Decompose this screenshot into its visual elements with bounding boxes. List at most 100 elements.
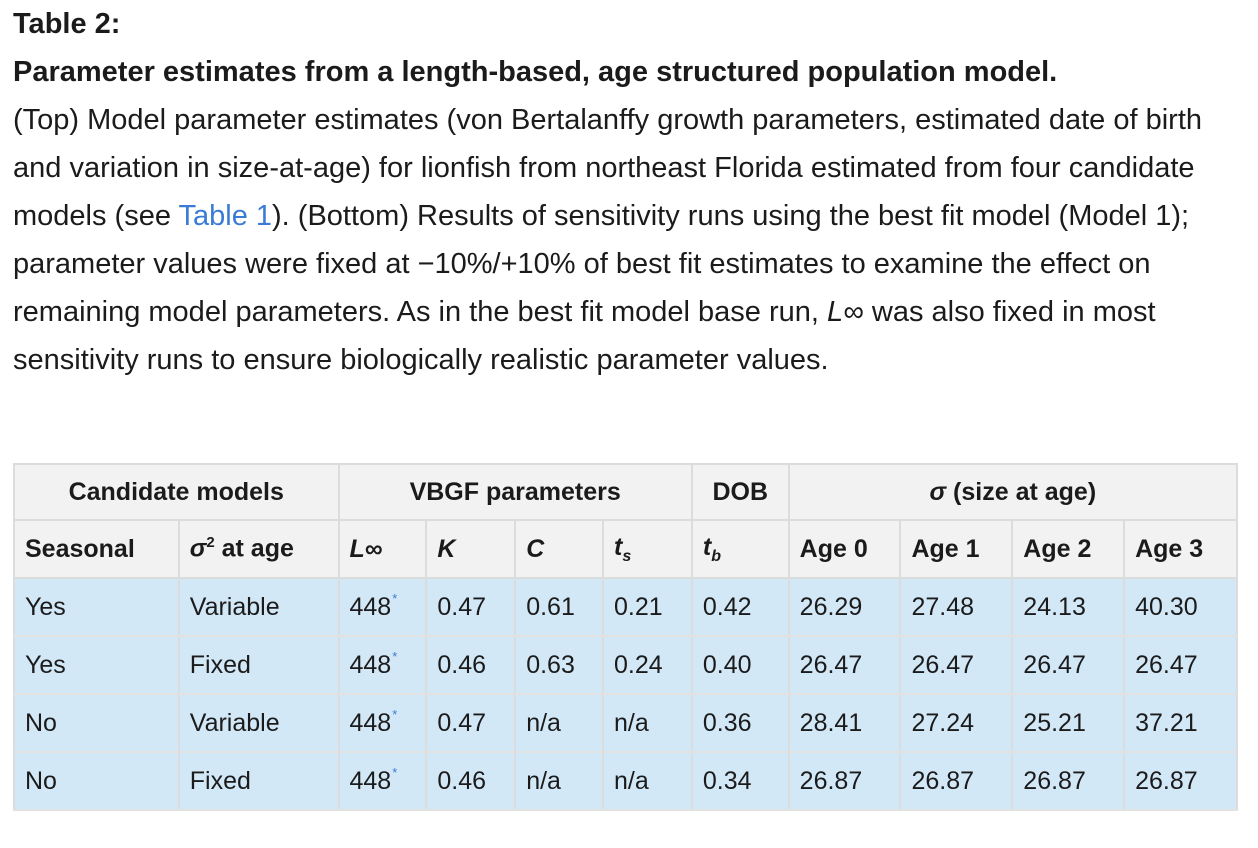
cell-value: Variable: [189, 592, 280, 621]
cell-value: 0.46: [437, 766, 487, 795]
table-cell: 27.48: [899, 577, 1014, 637]
footnote-marker[interactable]: *: [392, 706, 398, 722]
table-cell: 0.47: [425, 577, 517, 637]
table-cell: 26.47: [787, 635, 902, 695]
table-caption: Table 2: Parameter estimates from a leng…: [0, 0, 1258, 384]
group-header-dob: DOB: [690, 463, 790, 521]
table-cell: 26.47: [1123, 635, 1238, 695]
table-cell: 448*: [337, 751, 428, 811]
group-header-sigma: σ (size at age): [787, 463, 1239, 521]
cell-value: 0.34: [702, 766, 752, 795]
cell-value: 0.47: [437, 592, 487, 621]
cell-value: 26.47: [911, 650, 975, 679]
table-cell: 27.24: [899, 693, 1014, 753]
cell-value: 26.87: [799, 766, 863, 795]
cell-value: n/a: [526, 766, 561, 795]
cell-value: 26.47: [1135, 650, 1198, 679]
cell-value: Variable: [189, 708, 280, 737]
table-cell: 26.29: [787, 577, 902, 637]
table-cell: 0.47: [425, 693, 517, 753]
table-cell: 448*: [337, 693, 428, 753]
caption-body: (Top) Model parameter estimates (von Ber…: [13, 96, 1245, 384]
table-cell: 26.87: [1123, 751, 1238, 811]
cell-value: 448: [349, 592, 392, 621]
col-tb: tb: [690, 519, 790, 579]
cell-value: 448: [349, 650, 392, 679]
parameter-table: Candidate models VBGF parameters DOB σ (…: [13, 463, 1239, 811]
cell-value: 27.24: [911, 708, 975, 737]
table-cell: Variable: [177, 577, 340, 637]
column-header-row: Seasonal σ2 at age L∞ K C ts tb Age 0 Ag…: [13, 519, 1238, 579]
table-row: Yes Variable 448* 0.47 0.61 0.21 0.42 26.29 27.4…: [13, 577, 1238, 637]
cell-value: n/a: [614, 708, 649, 737]
table-cell: 0.34: [690, 751, 790, 811]
footnote-marker[interactable]: *: [392, 590, 398, 606]
cell-value: 26.87: [1135, 766, 1198, 795]
table-cell: 0.46: [425, 751, 517, 811]
cell-value: 448: [349, 708, 392, 737]
cell-value: 0.63: [526, 650, 575, 679]
table-cell: Variable: [177, 693, 340, 753]
table-cell: No: [13, 693, 180, 753]
table-cell: 0.42: [690, 577, 790, 637]
table-cell: 448*: [337, 635, 428, 695]
cell-value: 26.47: [799, 650, 863, 679]
cell-value: 0.21: [614, 592, 663, 621]
table-cell: 0.21: [602, 577, 693, 637]
cell-value: n/a: [614, 766, 649, 795]
table-cell: 40.30: [1123, 577, 1238, 637]
cell-value: 26.47: [1023, 650, 1086, 679]
cell-value: 0.36: [702, 708, 752, 737]
cell-value: 26.87: [1023, 766, 1086, 795]
table-cell: 0.61: [514, 577, 605, 637]
col-ts: ts: [602, 519, 693, 579]
table-cell: 26.87: [1011, 751, 1126, 811]
cell-value: 27.48: [911, 592, 975, 621]
table-cell: No: [13, 751, 180, 811]
cell-value: 28.41: [799, 708, 863, 737]
table-cell: 28.41: [787, 693, 902, 753]
table-1-link[interactable]: Table 1: [178, 200, 273, 232]
table-cell: Fixed: [177, 635, 340, 695]
sigma-symbol: σ: [929, 477, 947, 506]
cell-value: No: [25, 708, 57, 737]
cell-value: 26.87: [911, 766, 975, 795]
cell-value: 25.21: [1023, 708, 1086, 737]
cell-value: 0.42: [702, 592, 752, 621]
group-header-row: Candidate models VBGF parameters DOB σ (…: [13, 463, 1239, 521]
cell-value: 448: [349, 766, 392, 795]
table-cell: n/a: [602, 751, 693, 811]
cell-value: 0.24: [614, 650, 663, 679]
table-cell: 26.87: [787, 751, 902, 811]
table-cell: n/a: [514, 693, 605, 753]
table-row: No Fixed 448* 0.46 n/a n/a 0.34 26.87 26.87 26.87…: [13, 751, 1238, 811]
table-row: No Variable 448* 0.47 n/a n/a 0.36 28.41 27.24 25…: [13, 693, 1238, 753]
table-cell: 26.87: [899, 751, 1014, 811]
table-cell: Yes: [13, 577, 180, 637]
linf-symbol: L∞: [827, 296, 864, 328]
col-sigma2: σ2 at age: [177, 519, 340, 579]
table-cell: 37.21: [1123, 693, 1238, 753]
cell-value: 0.40: [702, 650, 752, 679]
footnote-marker[interactable]: *: [392, 648, 398, 664]
table-cell: 0.46: [425, 635, 517, 695]
table-cell: Yes: [13, 635, 180, 695]
col-k: K: [425, 519, 517, 579]
col-linf: L∞: [337, 519, 428, 579]
col-seasonal: Seasonal: [13, 519, 180, 579]
cell-value: Fixed: [189, 650, 251, 679]
cell-value: 37.21: [1135, 708, 1198, 737]
table-cell: 448*: [337, 577, 428, 637]
table-row: Yes Fixed 448* 0.46 0.63 0.24 0.40 26.47 26.47 26…: [13, 635, 1238, 695]
footnote-marker[interactable]: *: [392, 764, 398, 780]
table-cell: 26.47: [899, 635, 1014, 695]
group-header-candidate-models: Candidate models: [13, 463, 340, 521]
table-cell: Fixed: [177, 751, 340, 811]
cell-value: n/a: [526, 708, 561, 737]
table-cell: 24.13: [1011, 577, 1126, 637]
table-cell: 26.47: [1011, 635, 1126, 695]
table-label: Table 2:: [13, 8, 121, 40]
col-age3: Age 3: [1123, 519, 1238, 579]
cell-value: Fixed: [189, 766, 251, 795]
caption-text-2: ). (Bottom) Results of sensitivity runs …: [13, 200, 1190, 328]
